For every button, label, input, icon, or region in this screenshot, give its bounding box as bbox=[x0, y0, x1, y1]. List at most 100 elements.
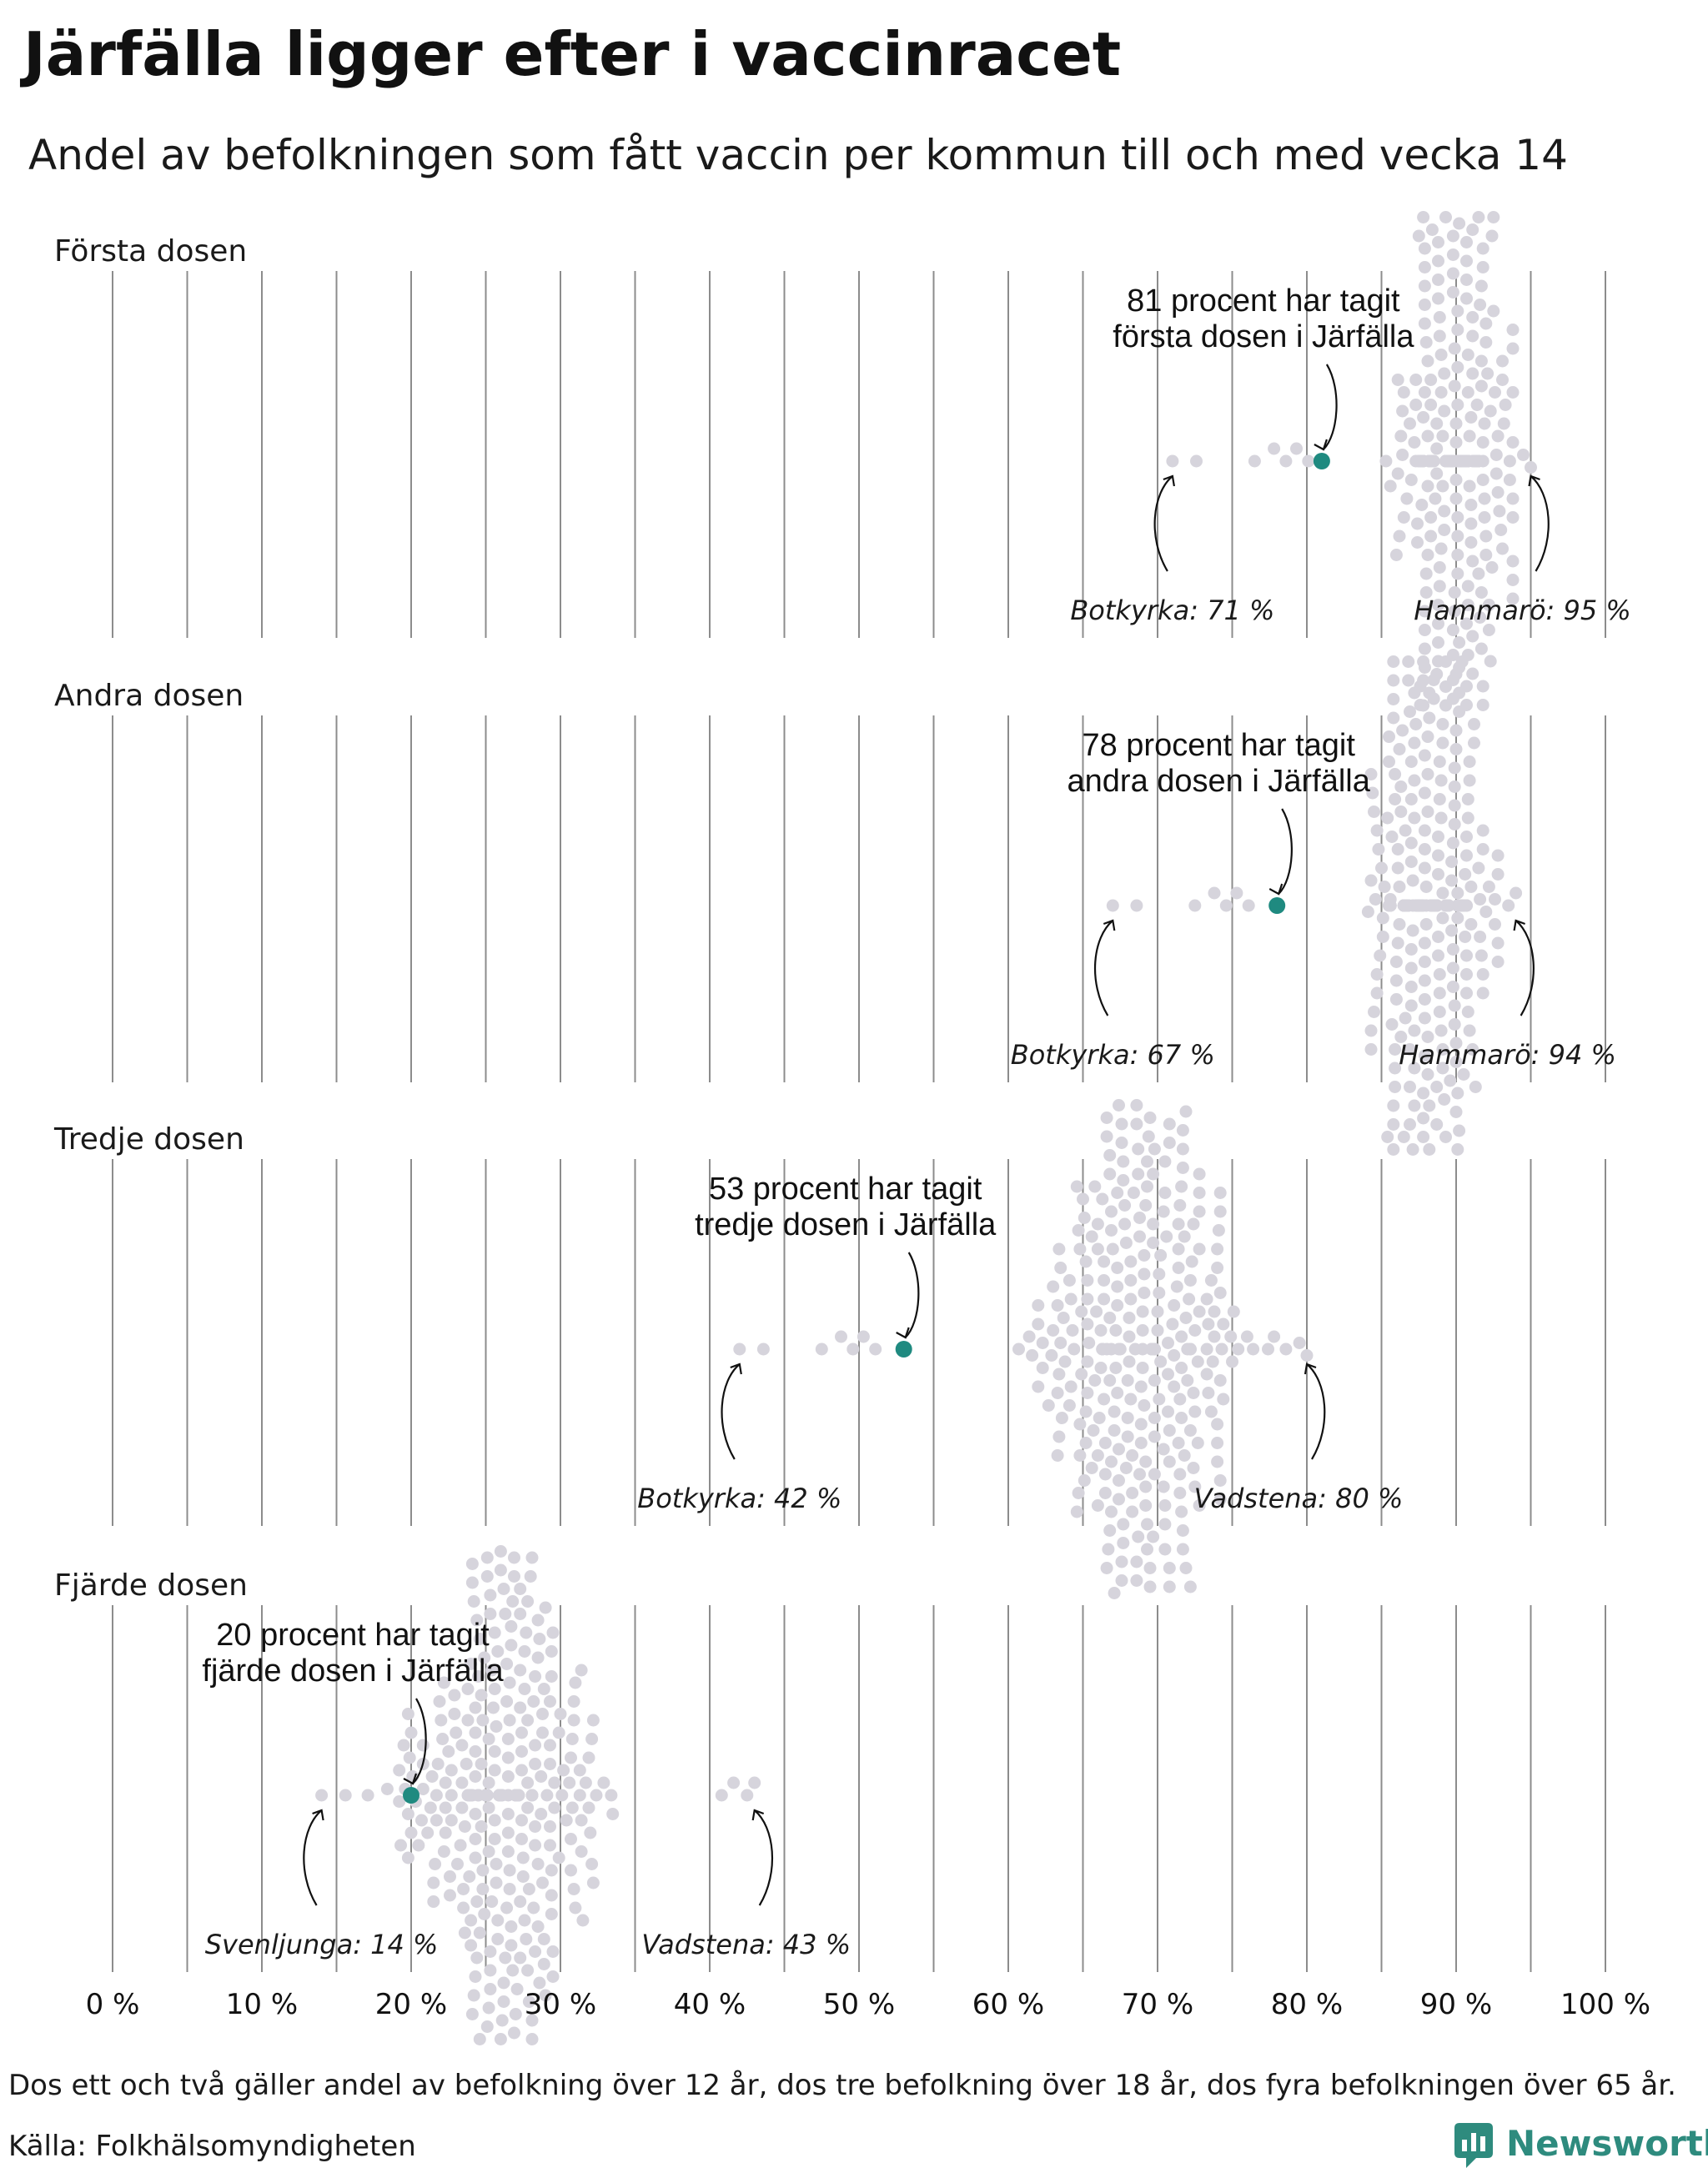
municipality-dot bbox=[1451, 567, 1464, 580]
municipality-dot bbox=[1168, 1380, 1181, 1393]
annotation-line-1: 20 procent har tagit bbox=[216, 1618, 490, 1653]
municipality-dot bbox=[509, 2008, 522, 2020]
municipality-dot bbox=[1446, 624, 1459, 636]
municipality-dot bbox=[521, 1776, 535, 1789]
municipality-dot bbox=[1072, 1487, 1085, 1499]
municipality-dot bbox=[560, 1814, 573, 1827]
municipality-dot bbox=[548, 1801, 561, 1814]
municipality-dot bbox=[1376, 931, 1389, 943]
annotation-line-2: andra dosen i Järfälla bbox=[1068, 764, 1371, 799]
municipality-dot bbox=[1421, 354, 1434, 368]
municipality-dot bbox=[1472, 861, 1485, 875]
municipality-dot bbox=[1096, 1342, 1109, 1356]
municipality-dot bbox=[1491, 849, 1505, 862]
municipality-dot bbox=[1045, 1349, 1058, 1362]
municipality-dot bbox=[485, 1895, 499, 1908]
municipality-dot bbox=[1148, 1430, 1161, 1443]
municipality-dot bbox=[1489, 386, 1501, 399]
municipality-dot bbox=[1157, 1443, 1170, 1456]
municipality-dot bbox=[1434, 542, 1448, 555]
municipality-dot bbox=[1430, 1118, 1444, 1131]
municipality-dot bbox=[1430, 1081, 1444, 1093]
x-axis: 0 % 10 % 20 % 30 % 40 % 50 % 60 % 70 % 80 % 90 % 1… bbox=[86, 1988, 1650, 2021]
municipality-dot bbox=[1453, 217, 1466, 230]
municipality-dot bbox=[1479, 906, 1493, 918]
municipality-dot bbox=[1138, 1267, 1151, 1281]
municipality-dot bbox=[1158, 1155, 1172, 1168]
municipality-dot bbox=[1453, 686, 1466, 700]
municipality-dot bbox=[439, 1776, 452, 1789]
municipality-dot bbox=[1204, 1405, 1218, 1418]
municipality-dot bbox=[1466, 311, 1479, 324]
municipality-dot bbox=[1466, 630, 1479, 643]
municipality-dot bbox=[1438, 367, 1451, 380]
municipality-dot bbox=[1163, 1580, 1176, 1593]
municipality-dot bbox=[1068, 1342, 1081, 1356]
municipality-dot bbox=[1446, 943, 1459, 956]
municipality-dot bbox=[1168, 1299, 1181, 1312]
municipality-dot bbox=[1476, 986, 1489, 1000]
municipality-dot bbox=[1115, 1574, 1128, 1587]
municipality-dot bbox=[1124, 1292, 1138, 1306]
municipality-dot bbox=[1525, 461, 1537, 474]
municipality-dot bbox=[1142, 1130, 1155, 1143]
municipality-dot bbox=[1460, 986, 1473, 1000]
municipality-dot bbox=[606, 1808, 620, 1820]
municipality-dot bbox=[501, 1733, 515, 1745]
municipality-dot bbox=[1417, 655, 1430, 668]
municipality-dot bbox=[1157, 1480, 1170, 1493]
municipality-dot bbox=[1432, 931, 1444, 943]
municipality-dot bbox=[1408, 774, 1421, 787]
municipality-dot bbox=[1051, 1387, 1064, 1399]
municipality-dot bbox=[1389, 1081, 1402, 1093]
municipality-dot bbox=[501, 1826, 515, 1839]
municipality-dot bbox=[487, 1701, 500, 1714]
municipality-dot bbox=[1460, 617, 1473, 630]
municipality-dot bbox=[469, 1833, 482, 1845]
municipality-dot bbox=[1476, 261, 1489, 274]
municipality-dot bbox=[1187, 1217, 1200, 1231]
municipality-dot bbox=[1448, 818, 1461, 831]
municipality-dot bbox=[1445, 856, 1459, 868]
municipality-dot bbox=[1510, 886, 1523, 900]
municipality-dot bbox=[1421, 805, 1434, 818]
municipality-dot bbox=[1098, 1393, 1111, 1406]
municipality-dot bbox=[1463, 479, 1476, 493]
municipality-dot bbox=[1153, 1393, 1166, 1406]
newsworthy-logo-icon bbox=[1454, 2123, 1493, 2168]
municipality-dot bbox=[1506, 592, 1520, 605]
municipality-dot bbox=[733, 1342, 746, 1356]
municipality-dot bbox=[1179, 1105, 1193, 1118]
municipality-dot bbox=[465, 1658, 478, 1670]
brand-name: Newsworthy bbox=[1506, 2123, 1708, 2164]
municipality-dot bbox=[488, 1745, 501, 1758]
municipality-dot bbox=[585, 1733, 599, 1745]
municipality-dot bbox=[1474, 611, 1487, 624]
municipality-dot bbox=[544, 1839, 556, 1852]
municipality-dot bbox=[1391, 861, 1404, 875]
municipality-dot bbox=[1404, 961, 1418, 975]
municipality-dot bbox=[1369, 893, 1382, 906]
municipality-dot bbox=[539, 1601, 552, 1614]
municipality-dot bbox=[521, 1801, 535, 1814]
municipality-dot bbox=[1474, 586, 1488, 599]
municipality-dot bbox=[522, 1883, 535, 1895]
municipality-dot bbox=[506, 1595, 520, 1608]
municipality-dot bbox=[1389, 1043, 1402, 1056]
municipality-dot bbox=[1394, 780, 1408, 793]
max-arrow bbox=[1306, 1363, 1326, 1460]
municipality-dot bbox=[1484, 655, 1497, 668]
municipality-dot bbox=[1064, 1292, 1078, 1306]
municipality-dot bbox=[1123, 1330, 1136, 1343]
municipality-dot bbox=[521, 1714, 535, 1727]
municipality-dot bbox=[1482, 881, 1495, 893]
municipality-dot bbox=[465, 2008, 479, 2020]
municipality-dot bbox=[1108, 1587, 1121, 1599]
municipality-dot bbox=[531, 1651, 545, 1664]
municipality-dot bbox=[1448, 999, 1461, 1012]
municipality-dot bbox=[1476, 699, 1489, 711]
municipality-dot bbox=[548, 1776, 561, 1789]
municipality-dot bbox=[1464, 918, 1478, 931]
municipality-dot bbox=[1176, 1524, 1189, 1537]
municipality-dot bbox=[439, 1801, 452, 1814]
